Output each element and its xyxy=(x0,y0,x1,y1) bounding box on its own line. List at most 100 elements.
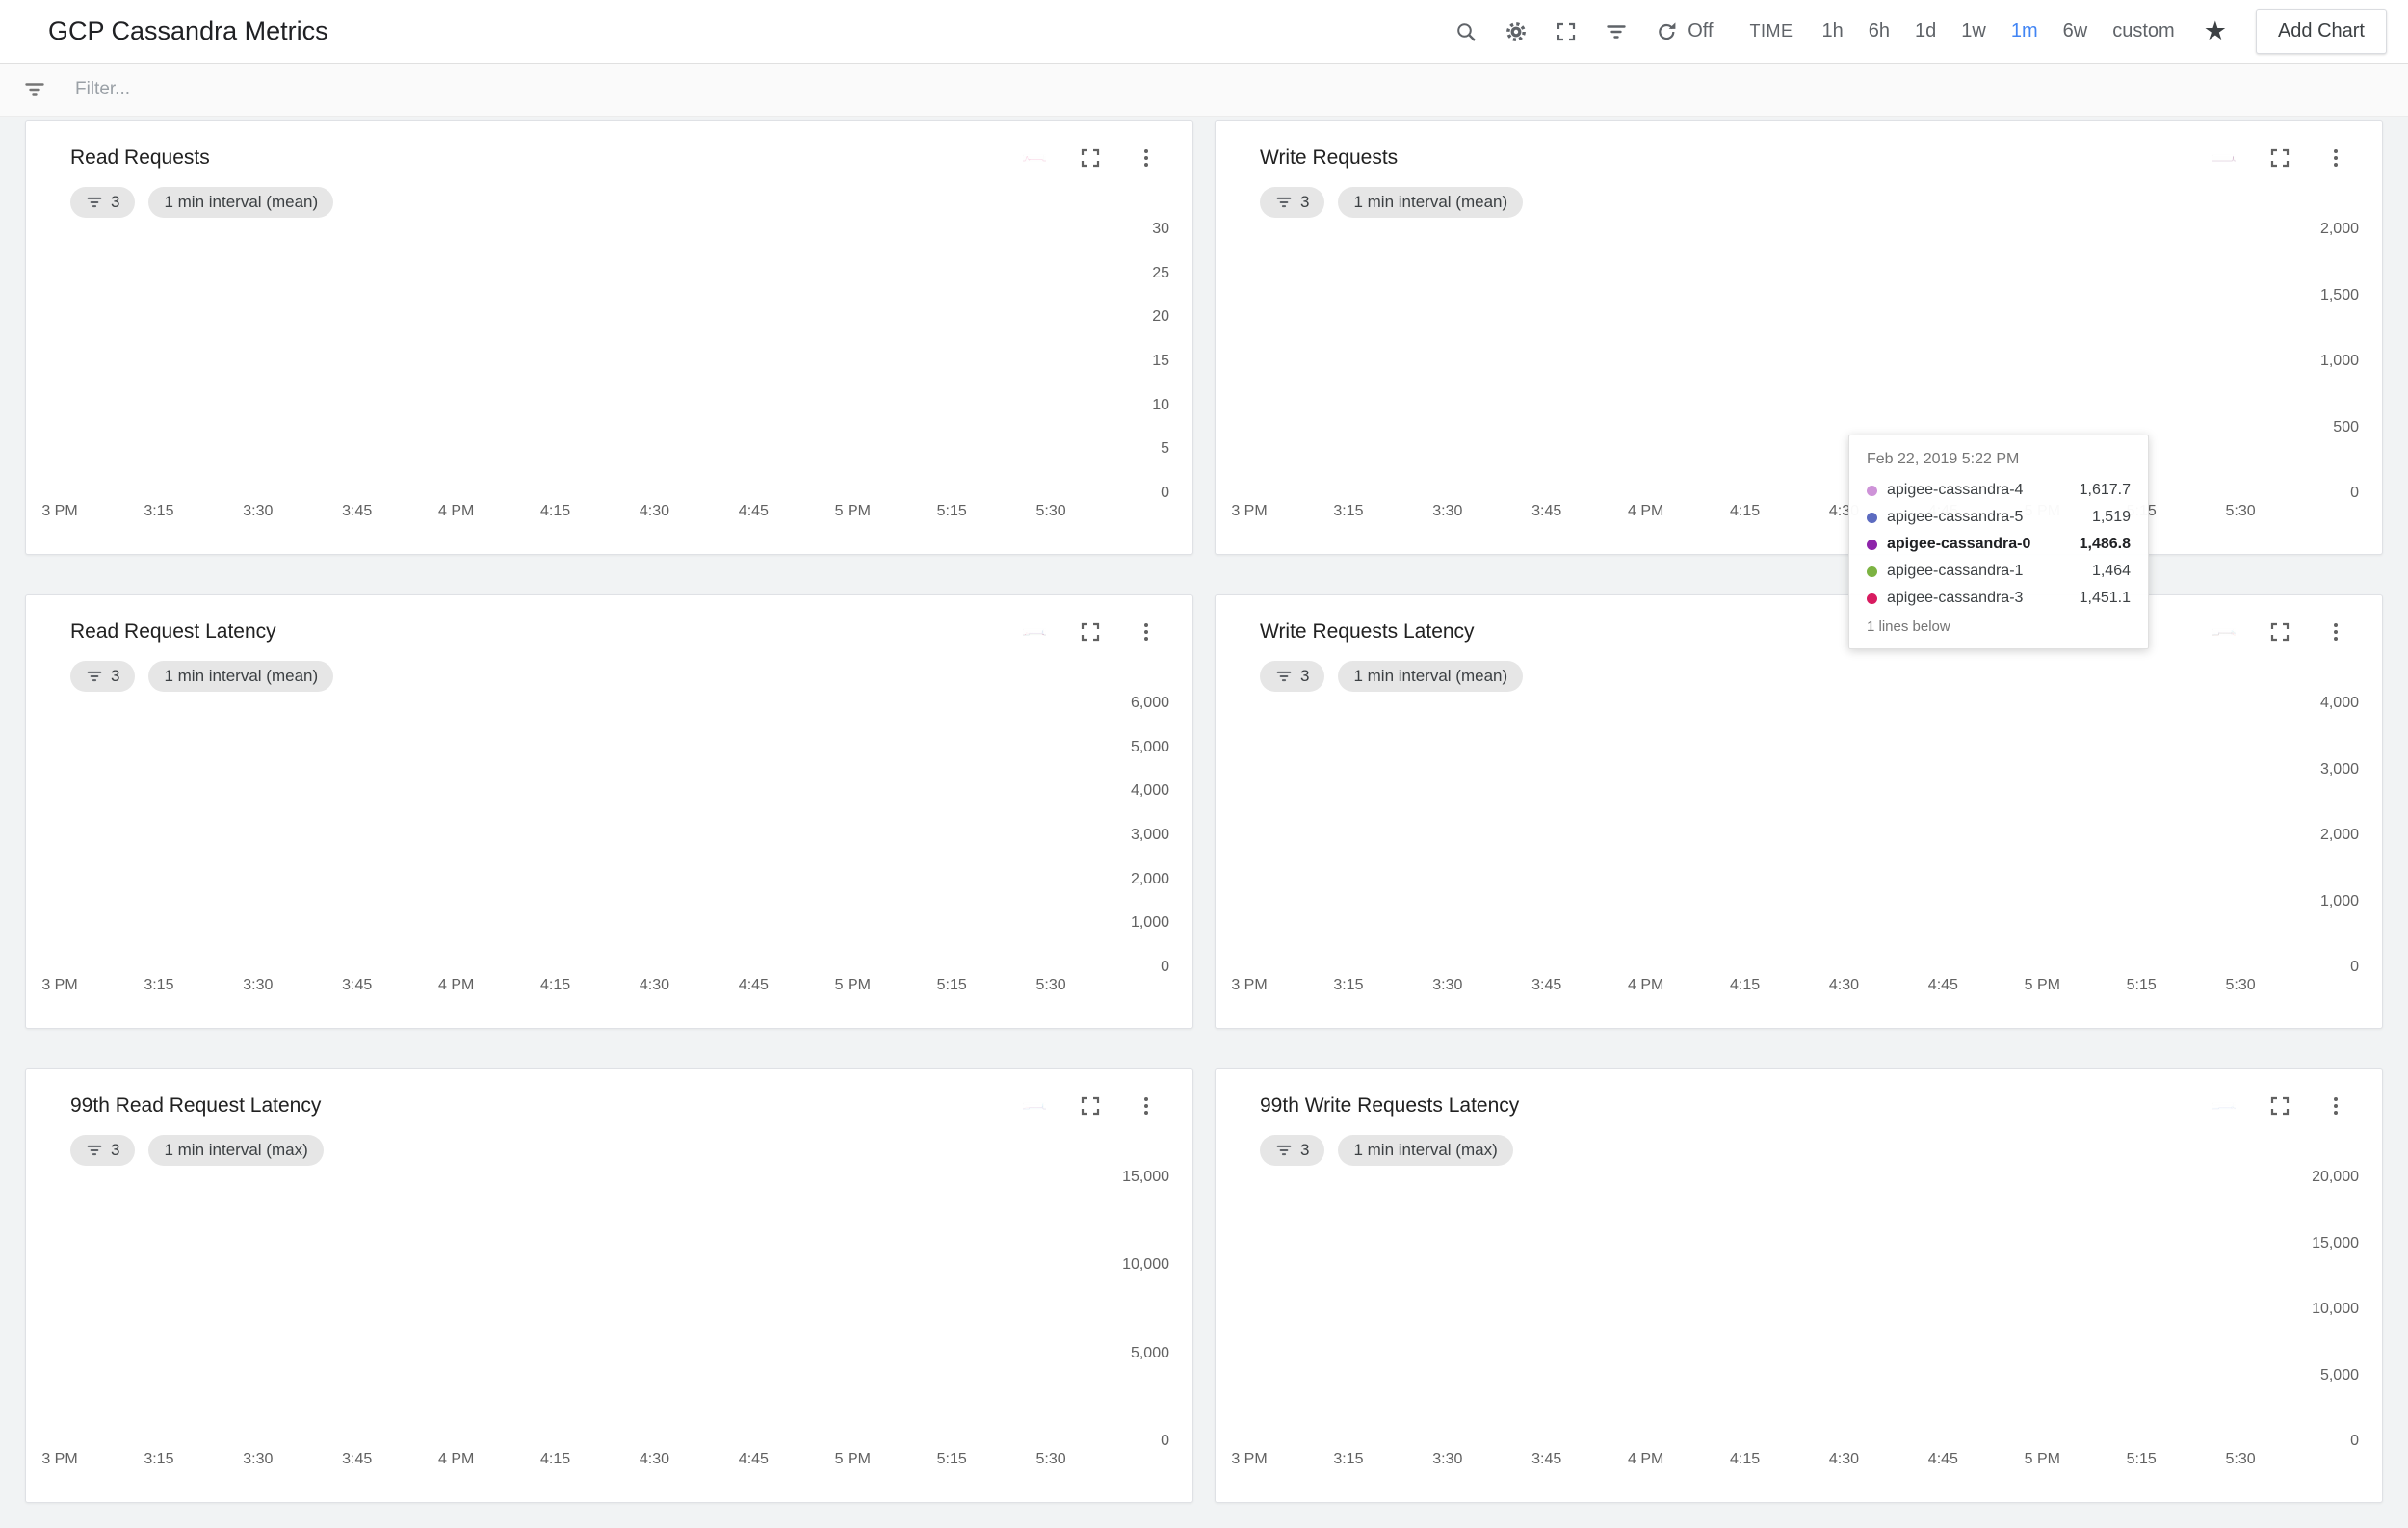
x-axis-tick-label: 5:15 xyxy=(913,503,990,520)
time-range-1d[interactable]: 1d xyxy=(1915,20,1936,42)
tooltip-series-name: apigee-cassandra-0 xyxy=(1887,536,2070,553)
x-axis-tick-label: 4:30 xyxy=(615,503,693,520)
time-range-1h[interactable]: 1h xyxy=(1822,20,1844,42)
series-apigee-cassandra-3 xyxy=(1023,156,1046,161)
star-icon[interactable]: ★ xyxy=(2204,16,2227,46)
expand-chart-icon[interactable] xyxy=(2268,1094,2293,1120)
x-axis-tick-label: 4:30 xyxy=(615,977,693,994)
series-apigee-cassandra-3 xyxy=(2212,633,2236,635)
series-apigee-cassandra-3 xyxy=(1023,1107,1046,1109)
expand-chart-icon[interactable] xyxy=(1079,620,1104,645)
x-axis-tick-label: 3 PM xyxy=(25,1451,98,1468)
x-axis-tick-label: 4:15 xyxy=(1707,1451,1784,1468)
more-options-icon[interactable] xyxy=(2324,1094,2349,1120)
x-axis-tick-label: 3:15 xyxy=(1310,503,1387,520)
more-options-icon[interactable] xyxy=(1135,1094,1160,1120)
chart-card: Write Requests 3 1 min interval (mean) 0… xyxy=(1215,120,2383,555)
y-axis-tick-label: 1,500 xyxy=(2299,287,2359,304)
chart-plot-area[interactable] xyxy=(60,1177,1104,1441)
tooltip-series-value: 1,451.1 xyxy=(2080,590,2131,607)
legend-list-icon[interactable] xyxy=(1023,1094,1048,1120)
expand-chart-icon[interactable] xyxy=(2268,146,2293,171)
more-options-icon[interactable] xyxy=(2324,146,2349,171)
chart-title: Read Requests xyxy=(70,146,210,170)
chart-plot-area[interactable] xyxy=(1249,1177,2293,1441)
tooltip-series-value: 1,617.7 xyxy=(2080,482,2131,499)
add-chart-button[interactable]: Add Chart xyxy=(2256,9,2387,54)
more-options-icon[interactable] xyxy=(1135,146,1160,171)
chart-plot-area[interactable] xyxy=(60,703,1104,967)
chart-plot-area[interactable] xyxy=(60,229,1104,493)
chip-filter-icon xyxy=(86,194,103,211)
x-axis-tick-label: 5 PM xyxy=(814,503,891,520)
chart-chips: 3 1 min interval (mean) xyxy=(1260,661,1523,692)
x-axis-tick-label: 3 PM xyxy=(1215,977,1288,994)
chart-plot-area[interactable] xyxy=(1249,703,2293,967)
y-axis-tick-label: 2,000 xyxy=(2299,827,2359,844)
interval-chip[interactable]: 1 min interval (max) xyxy=(148,1135,323,1166)
tooltip-series-name: apigee-cassandra-5 xyxy=(1887,509,2082,526)
legend-list-icon[interactable] xyxy=(1023,146,1048,171)
filter-list-icon[interactable] xyxy=(1603,18,1630,45)
x-axis-tick-label: 4:45 xyxy=(1904,977,1981,994)
interval-chip[interactable]: 1 min interval (mean) xyxy=(148,187,333,218)
filter-count-label: 3 xyxy=(1300,1141,1309,1160)
time-range-6w[interactable]: 6w xyxy=(2063,20,2088,42)
x-axis-tick-label: 5 PM xyxy=(2003,1451,2081,1468)
expand-chart-icon[interactable] xyxy=(2268,620,2293,645)
interval-chip[interactable]: 1 min interval (mean) xyxy=(148,661,333,692)
legend-list-icon[interactable] xyxy=(2212,146,2238,171)
fullscreen-icon[interactable] xyxy=(1553,18,1580,45)
expand-chart-icon[interactable] xyxy=(1079,1094,1104,1120)
series-apigee-cassandra-4 xyxy=(2212,156,2236,161)
filter-funnel-icon xyxy=(21,76,48,103)
interval-chip[interactable]: 1 min interval (mean) xyxy=(1338,187,1523,218)
chart-card: Read Request Latency 3 1 min interval (m… xyxy=(25,594,1193,1029)
x-axis-tick-label: 5:15 xyxy=(913,1451,990,1468)
more-options-icon[interactable] xyxy=(1135,620,1160,645)
x-axis-tick-label: 3:45 xyxy=(319,977,396,994)
settings-gear-icon[interactable] xyxy=(1503,18,1530,45)
chart-title: Write Requests xyxy=(1260,146,1398,170)
legend-list-icon[interactable] xyxy=(2212,1094,2238,1120)
more-options-icon[interactable] xyxy=(2324,620,2349,645)
interval-chip[interactable]: 1 min interval (mean) xyxy=(1338,661,1523,692)
legend-list-icon[interactable] xyxy=(2212,620,2238,645)
chart-chips: 3 1 min interval (max) xyxy=(1260,1135,1513,1166)
filter-count-chip[interactable]: 3 xyxy=(70,661,135,692)
auto-refresh-toggle[interactable]: Off xyxy=(1653,18,1713,45)
x-axis-tick-label: 4:15 xyxy=(517,503,594,520)
legend-list-icon[interactable] xyxy=(1023,620,1048,645)
time-range-1w[interactable]: 1w xyxy=(1961,20,1986,42)
time-range-custom[interactable]: custom xyxy=(2112,20,2174,42)
x-axis-tick-label: 4:30 xyxy=(1805,1451,1882,1468)
x-axis-tick-label: 4:45 xyxy=(715,977,792,994)
series-color-dot xyxy=(1867,513,1877,523)
filter-input[interactable] xyxy=(73,78,940,101)
interval-chip[interactable]: 1 min interval (max) xyxy=(1338,1135,1512,1166)
filter-count-chip[interactable]: 3 xyxy=(1260,661,1324,692)
chart-card: Write Requests Latency 3 1 min interval … xyxy=(1215,594,2383,1029)
chart-title: Read Request Latency xyxy=(70,620,276,644)
series-apigee-cassandra-1 xyxy=(1023,156,1046,161)
x-axis-tick-label: 5:15 xyxy=(2103,977,2180,994)
time-range-1m[interactable]: 1m xyxy=(2011,20,2038,42)
series-apigee-cassandra-5 xyxy=(1023,1104,1046,1109)
filter-count-chip[interactable]: 3 xyxy=(70,1135,135,1166)
y-axis-tick-label: 0 xyxy=(2299,959,2359,976)
time-range-6h[interactable]: 6h xyxy=(1869,20,1890,42)
search-icon[interactable] xyxy=(1453,18,1479,45)
filter-count-chip[interactable]: 3 xyxy=(70,187,135,218)
filter-count-chip[interactable]: 3 xyxy=(1260,1135,1324,1166)
filter-count-chip[interactable]: 3 xyxy=(1260,187,1324,218)
series-color-dot xyxy=(1867,593,1877,604)
x-axis-tick-label: 4 PM xyxy=(1608,503,1685,520)
chart-title: 99th Read Request Latency xyxy=(70,1094,321,1118)
series-color-dot xyxy=(1867,486,1877,496)
expand-chart-icon[interactable] xyxy=(1079,146,1104,171)
